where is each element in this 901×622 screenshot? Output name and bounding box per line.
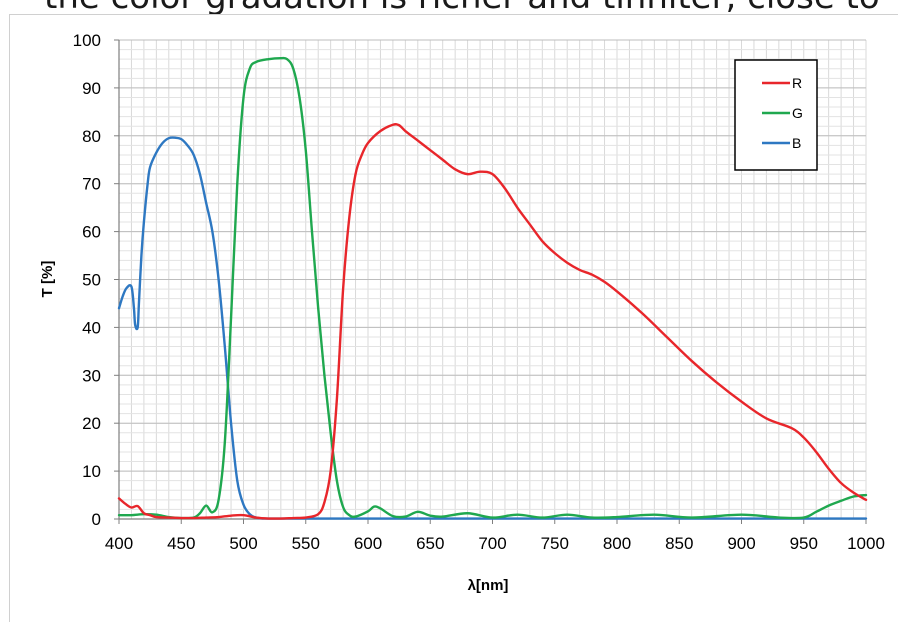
y-tick-label: 0	[92, 510, 101, 529]
y-tick-label: 80	[82, 127, 101, 146]
y-tick-label: 20	[82, 414, 101, 433]
x-tick-label: 450	[167, 534, 195, 553]
x-tick-label: 700	[478, 534, 506, 553]
y-tick-label: 50	[82, 271, 101, 290]
x-tick-label: 900	[727, 534, 755, 553]
legend-box	[734, 59, 818, 171]
y-tick-label: 30	[82, 366, 101, 385]
series-layer	[117, 56, 868, 520]
x-axis-title: λ[nm]	[468, 577, 509, 594]
y-tick-label: 60	[82, 223, 101, 242]
series-line-b	[117, 136, 868, 520]
x-tick-label: 650	[416, 534, 444, 553]
series-line-r	[117, 123, 868, 520]
x-tick-label: 950	[790, 534, 818, 553]
x-tick-label: 600	[354, 534, 382, 553]
y-tick-label: 40	[82, 318, 101, 337]
y-tick-label: 10	[82, 462, 101, 481]
y-tick-label: 100	[73, 31, 101, 50]
x-tick-label: 550	[292, 534, 320, 553]
legend: RGB	[734, 59, 818, 171]
x-tick-label: 850	[665, 534, 693, 553]
y-tick-label: 90	[82, 79, 101, 98]
legend-label-g: G	[792, 105, 803, 121]
x-tick-label: 750	[541, 534, 569, 553]
legend-label-r: R	[792, 75, 802, 91]
legend-label-b: B	[792, 135, 801, 151]
chart-frame	[9, 14, 898, 622]
x-tick-label: 500	[229, 534, 257, 553]
x-tick-label: 800	[603, 534, 631, 553]
x-tick-label: 400	[105, 534, 133, 553]
axis-layer: 400 450 500 550 600 650 700 750 800 850 900 950 1000…	[73, 31, 885, 553]
y-tick-label: 70	[82, 175, 101, 194]
cropped-caption-text: the color gradation is richer and tinnit…	[44, 0, 901, 16]
y-axis-title: T [%]	[39, 261, 56, 298]
x-tick-label: 1000	[847, 534, 885, 553]
series-line-g	[117, 56, 868, 520]
